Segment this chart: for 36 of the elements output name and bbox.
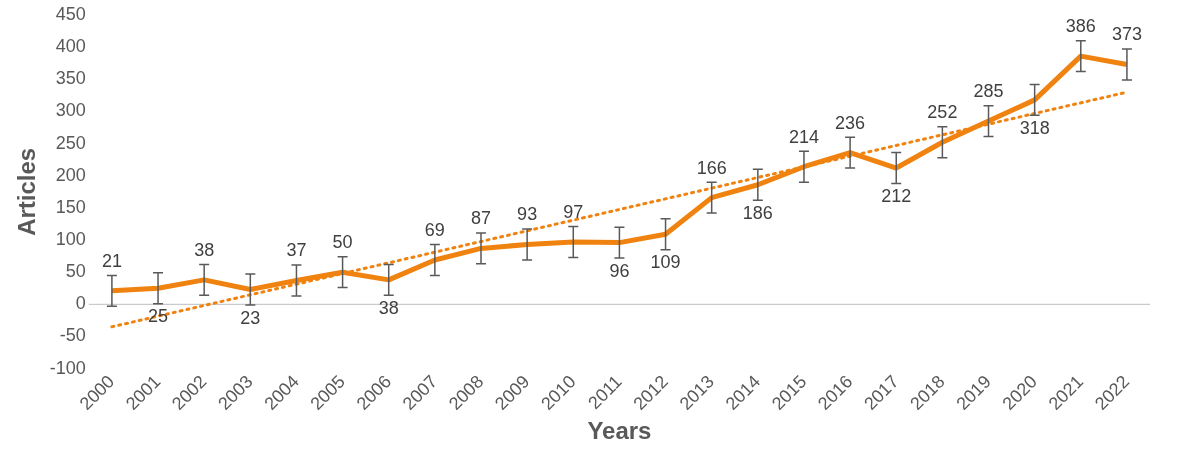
data-label: 87 [470, 208, 492, 229]
data-label: 38 [194, 239, 215, 260]
x-axis-title: Years [587, 417, 652, 445]
data-label: 93 [517, 204, 538, 225]
y-tick-label: 350 [55, 68, 86, 89]
data-label: 285 [973, 81, 1004, 102]
data-label: 373 [1111, 24, 1142, 45]
y-tick-label: 50 [65, 261, 86, 282]
data-label: 21 [101, 250, 122, 271]
y-tick-label: 300 [55, 100, 86, 121]
y-tick-label: 150 [55, 196, 86, 217]
data-label: 318 [1019, 117, 1050, 138]
data-label: 50 [332, 232, 353, 253]
data-label: 386 [1065, 16, 1096, 37]
data-label: 69 [424, 219, 445, 240]
data-label: 37 [286, 240, 307, 261]
data-label: 38 [378, 297, 399, 318]
data-label: 96 [609, 260, 630, 281]
data-label: 166 [696, 157, 727, 178]
data-label: 236 [835, 112, 866, 133]
y-tick-label: 250 [55, 132, 86, 153]
data-label: 252 [927, 102, 958, 123]
y-tick-label: 200 [55, 164, 86, 185]
y-tick-label: 450 [55, 3, 86, 24]
data-label: 186 [742, 202, 773, 223]
data-label: 97 [563, 201, 584, 222]
y-axis-title: Articles [13, 147, 41, 236]
y-tick-label: 100 [55, 228, 86, 249]
data-label: 23 [240, 307, 261, 328]
data-label: 212 [881, 185, 912, 206]
y-tick-label: 0 [75, 293, 86, 314]
data-label: 214 [788, 126, 819, 147]
data-label: 109 [650, 252, 681, 273]
y-tick-label: 400 [55, 36, 86, 57]
y-tick-label: -50 [59, 325, 86, 346]
y-tick-label: -100 [49, 357, 86, 378]
